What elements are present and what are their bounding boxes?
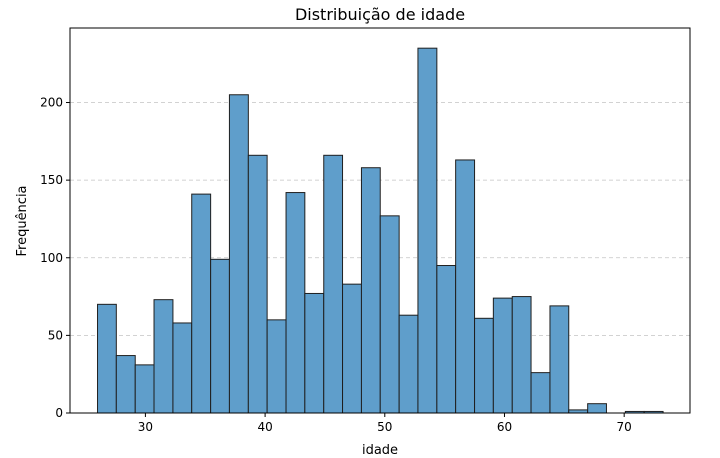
histogram-bar-9 xyxy=(266,319,287,414)
y-tick-label: 150 xyxy=(40,173,63,187)
y-tick-label: 0 xyxy=(55,406,63,420)
histogram-bar-14 xyxy=(360,167,381,414)
chart-title: Distribuição de idade xyxy=(295,5,465,24)
x-tick-label: 60 xyxy=(497,420,512,434)
histogram-bar-17 xyxy=(417,47,438,414)
histogram-bar-5 xyxy=(191,193,212,414)
histogram-bar-13 xyxy=(342,283,362,414)
histogram-bar-12 xyxy=(323,154,344,414)
histogram-bar-3 xyxy=(153,299,174,414)
histogram-bar-16 xyxy=(398,314,419,414)
y-tick-label: 50 xyxy=(48,328,63,342)
histogram-bar-20 xyxy=(474,317,494,414)
histogram-bar-8 xyxy=(247,154,268,414)
plot-frame xyxy=(69,27,691,414)
y-tick-label: 100 xyxy=(40,251,63,265)
histogram-bar-23 xyxy=(530,372,551,414)
histogram-bar-15 xyxy=(379,215,400,414)
histogram-bar-26 xyxy=(587,403,607,414)
x-tick-label: 50 xyxy=(377,420,392,434)
histogram-bar-2 xyxy=(134,364,155,414)
histogram-bar-4 xyxy=(172,322,193,414)
x-tick-label: 70 xyxy=(617,420,632,434)
histogram-bar-24 xyxy=(549,305,570,414)
histogram-bars xyxy=(97,47,664,414)
histogram-bar-0 xyxy=(97,303,117,414)
x-axis-ticks: 30 40 50 60 70 xyxy=(138,413,632,434)
histogram-bar-11 xyxy=(304,292,325,414)
histogram-bar-1 xyxy=(115,355,136,414)
y-axis-label: Frequência xyxy=(15,185,30,256)
x-axis-label: idade xyxy=(362,443,398,458)
x-tick-label: 40 xyxy=(257,420,272,434)
histogram-bar-22 xyxy=(511,296,532,414)
histogram-bar-21 xyxy=(492,297,513,414)
histogram-bar-6 xyxy=(210,258,230,414)
histogram-bar-7 xyxy=(228,94,249,414)
histogram-bar-10 xyxy=(285,192,306,414)
histogram-bar-19 xyxy=(455,159,476,414)
x-tick-label: 30 xyxy=(138,420,153,434)
y-axis-ticks: 0 50 100 150 200 xyxy=(40,96,70,420)
y-tick-label: 200 xyxy=(40,96,63,110)
histogram-bar-18 xyxy=(436,265,457,414)
